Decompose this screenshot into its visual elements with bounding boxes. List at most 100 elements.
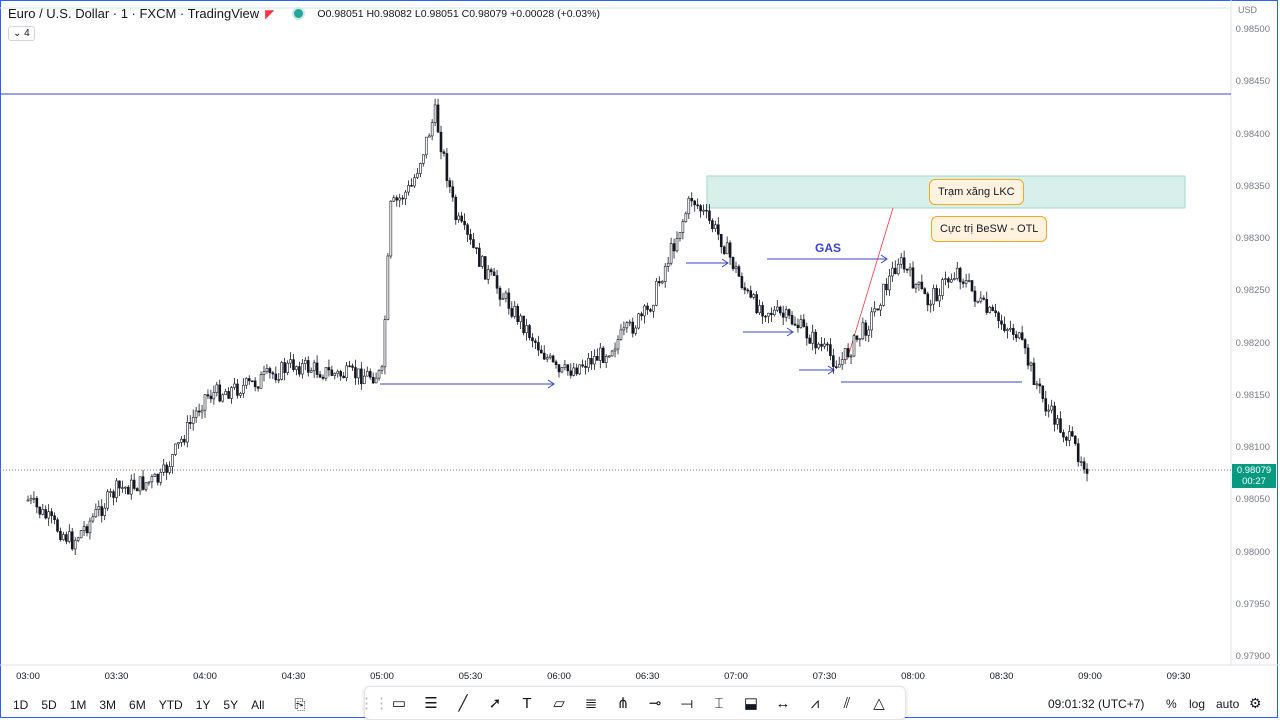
horizontal-ray-icon[interactable]: ⊸: [648, 695, 662, 712]
candle-body: [702, 209, 705, 212]
candle-body: [259, 374, 263, 389]
candle-body: [480, 256, 484, 267]
timeframe-1d[interactable]: 1D: [13, 697, 29, 712]
ray-icon[interactable]: ➚: [488, 695, 502, 712]
currency-label[interactable]: USD: [1238, 5, 1258, 15]
price-tick: 0.98350: [1235, 180, 1270, 192]
candle-body: [601, 347, 605, 363]
note-icon[interactable]: ⬓: [743, 695, 759, 712]
candle-body: [781, 312, 785, 318]
candle-body: [814, 331, 817, 349]
text-icon[interactable]: T: [522, 694, 532, 712]
fib-icon[interactable]: ☰: [424, 695, 438, 712]
candle-body: [183, 438, 186, 443]
price-range-icon[interactable]: ⌶: [714, 694, 724, 712]
date-range-icon[interactable]: ↔: [775, 694, 791, 712]
candle-body: [442, 151, 446, 154]
candle-body: [271, 372, 275, 375]
candle-body: [489, 269, 493, 273]
timeframe-5y[interactable]: 5Y: [223, 697, 239, 712]
candle-body: [70, 531, 74, 550]
candle-body: [843, 348, 847, 360]
candle-body: [714, 224, 717, 229]
flag-icon[interactable]: ◤: [265, 6, 275, 21]
timeframe-1m[interactable]: 1M: [69, 697, 87, 712]
candle-body: [62, 534, 65, 540]
candle-body: [106, 491, 109, 509]
candle-body: [351, 365, 354, 368]
candle-body: [498, 287, 502, 300]
candle-body: [834, 366, 838, 368]
candle-body: [483, 256, 487, 280]
symbol-title[interactable]: Euro / U.S. Dollar · 1 · FXCM · TradingV…: [8, 6, 260, 21]
candle-body: [852, 335, 856, 357]
candle-body: [793, 323, 797, 326]
candle-body: [85, 526, 89, 534]
candle-body: [79, 530, 83, 539]
candle-body: [711, 220, 714, 229]
candle-body: [247, 378, 251, 382]
candle-body: [534, 340, 537, 343]
percent-toggle[interactable]: %: [1166, 697, 1177, 711]
candle-body: [206, 394, 210, 397]
candle-body: [398, 197, 402, 201]
candle-body: [250, 380, 254, 383]
ohlc-values: O0.98051 H0.98082 L0.98051 C0.98079 +0.0…: [317, 7, 600, 20]
candle-body: [416, 173, 419, 178]
candle-body: [598, 347, 602, 361]
callout-extreme[interactable]: Cực trị BeSW - OTL: [931, 216, 1048, 242]
timeframe-all[interactable]: All: [251, 697, 265, 712]
candle-body: [153, 473, 157, 477]
candle-body: [584, 365, 587, 368]
path-icon[interactable]: ⩘: [810, 694, 820, 712]
candle-body: [73, 540, 77, 550]
candle-body: [622, 327, 626, 331]
gas-label[interactable]: GAS: [815, 241, 842, 255]
candle-body: [1079, 461, 1083, 463]
drag-handle-icon[interactable]: ⋮⋮: [359, 695, 389, 712]
candle-body: [716, 224, 720, 235]
pitchfork-icon[interactable]: ⋔: [616, 695, 630, 712]
timeframe-3m[interactable]: 3M: [99, 697, 117, 712]
trendline-icon[interactable]: ╱: [458, 695, 468, 712]
candle-body: [424, 136, 428, 156]
timeframe-5d[interactable]: 5D: [41, 697, 57, 712]
candle-body: [820, 343, 823, 347]
candle-body: [392, 197, 396, 202]
candle-body: [1062, 432, 1065, 438]
candle-body: [905, 268, 909, 271]
candle-body: [274, 373, 278, 381]
collapse-indicators-button[interactable]: ⌄ 4: [8, 26, 35, 41]
triangle-icon[interactable]: △: [873, 695, 885, 712]
gann-icon[interactable]: ⫽: [843, 694, 851, 712]
parallel-channel-icon[interactable]: ≣: [584, 695, 598, 712]
clock[interactable]: 09:01:32 (UTC+7): [1048, 697, 1145, 711]
auto-toggle[interactable]: auto: [1216, 697, 1240, 711]
log-toggle[interactable]: log: [1189, 697, 1206, 711]
candle-body: [127, 486, 130, 495]
candle-body: [867, 329, 871, 336]
candle-body: [666, 262, 670, 267]
candle-body: [1065, 436, 1068, 441]
timeframe-6m[interactable]: 6M: [129, 697, 146, 712]
callout-icon[interactable]: ▱: [553, 695, 565, 712]
candle-body: [1026, 347, 1030, 366]
callout-zone[interactable]: Trạm xăng LKC: [929, 179, 1024, 205]
market-status-icon[interactable]: [292, 7, 306, 20]
timeframe-1y[interactable]: 1Y: [195, 697, 211, 712]
goto-date-icon[interactable]: ⎘: [294, 696, 306, 712]
horizontal-line-icon[interactable]: ⟞: [680, 694, 694, 712]
candle-body: [575, 367, 579, 375]
candle-body: [501, 298, 505, 300]
candle-body: [637, 313, 640, 329]
candle-body: [643, 305, 646, 317]
candle-body: [640, 313, 643, 317]
settings-gear-icon[interactable]: ⚙: [1249, 695, 1262, 711]
candle-body: [997, 312, 1000, 322]
candle-body: [342, 375, 345, 379]
price-tick: 0.97900: [1235, 651, 1270, 662]
rectangle-icon[interactable]: ▭: [391, 695, 407, 712]
candle-body: [118, 480, 121, 489]
timeframe-ytd[interactable]: YTD: [158, 697, 183, 712]
